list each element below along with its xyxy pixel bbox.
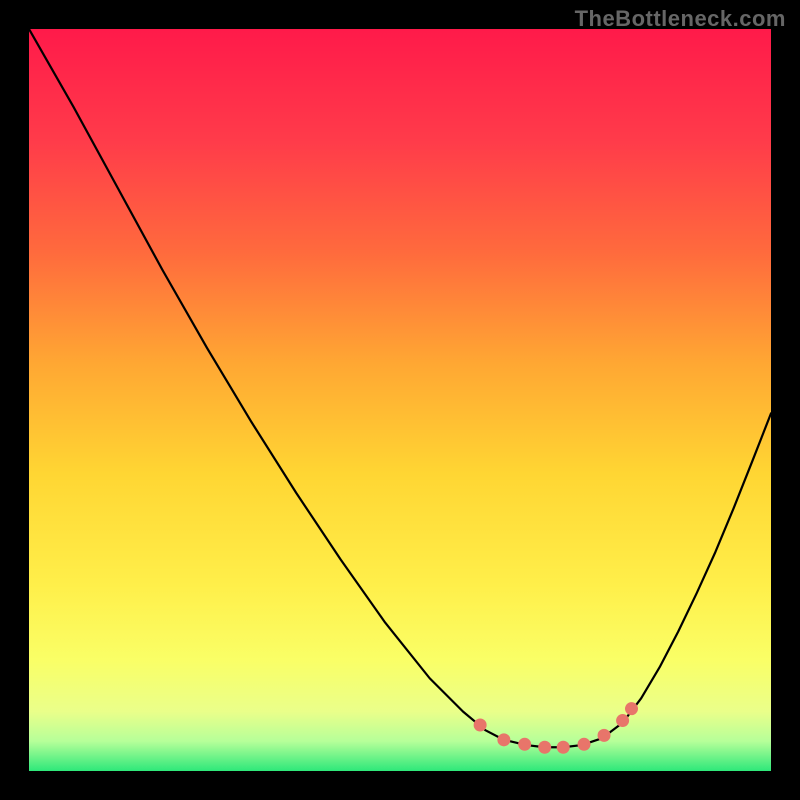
curve-marker <box>625 702 638 715</box>
plot-area <box>29 29 771 771</box>
curve-marker <box>598 729 611 742</box>
curve-marker <box>474 719 487 732</box>
curve-marker <box>616 714 629 727</box>
curve-marker <box>578 738 591 751</box>
curve-marker <box>497 733 510 746</box>
curve-marker <box>557 741 570 754</box>
curve-marker <box>518 738 531 751</box>
chart-container: TheBottleneck.com <box>0 0 800 800</box>
curve-marker <box>538 741 551 754</box>
gradient-background <box>29 29 771 771</box>
chart-svg <box>29 29 771 771</box>
